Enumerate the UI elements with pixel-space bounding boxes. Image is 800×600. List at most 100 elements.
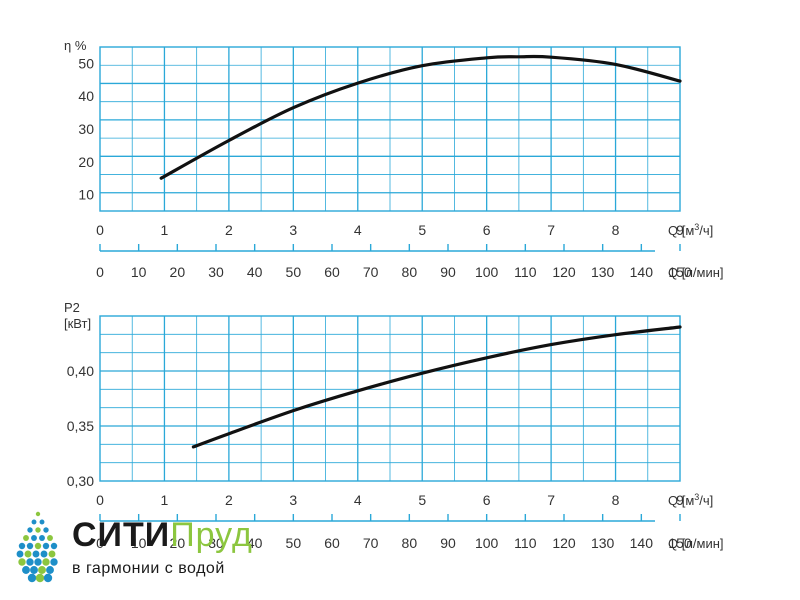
x-tick-label: 0 [96,492,104,508]
x2-tick-label: 30 [208,535,224,551]
x2-tick-label: 70 [363,264,379,280]
logo-dot [43,573,53,583]
logo-dot [40,550,48,558]
x-axis-label-secondary: Q [л/мин] [668,265,724,280]
logo-dot [50,542,58,550]
logo-dot [43,527,49,533]
logo-dot [23,535,29,541]
x2-tick-label: 110 [514,535,537,551]
x-axis-label-secondary: Q [л/мин] [668,536,724,551]
logo-dot [34,542,42,550]
y-tick-label: 0,35 [67,418,94,434]
x2-tick-label: 20 [170,535,186,551]
y-tick-label: 20 [78,154,94,170]
y-tick-label: 50 [78,55,94,71]
x2-tick-label: 80 [402,535,418,551]
logo-dot [31,519,37,525]
brand-name-part1: СИТИ [72,516,171,554]
water-drop-icon [16,511,58,583]
x-tick-label: 1 [161,222,169,238]
logo-dot [31,535,37,541]
logo-dot [48,550,56,558]
x-tick-label: 6 [483,492,491,508]
x2-tick-label: 130 [591,535,615,551]
x2-tick-label: 0 [96,535,104,551]
x-tick-label: 6 [483,222,491,238]
logo-dot [35,527,41,533]
logo-dot [26,558,34,566]
brand-logo: СИТИПруд в гармонии с водой [8,508,308,588]
x-axis-label-primary: Q [м3/ч] [668,222,713,238]
power-chart: 0,30 0,35 0,40 P2[кВт] 0 1 2 3 4 5 6 7 8 9Q [м3/ч] 0 10… [64,300,724,551]
x2-tick-label: 40 [247,264,263,280]
y-tick-label: 40 [78,88,94,104]
x-tick-label: 2 [225,222,233,238]
x2-tick-label: 20 [170,264,186,280]
x2-tick-label: 60 [324,535,340,551]
logo-dot [35,573,45,583]
y-axis-label: P2 [64,300,80,315]
x2-tick-label: 0 [96,264,104,280]
x2-tick-label: 150 [668,264,692,280]
x-tick-label: 9 [676,222,684,238]
brand-name: СИТИПруд [72,516,253,555]
x2-tick-label: 140 [630,264,654,280]
x-tick-label: 9 [676,492,684,508]
logo-dot [26,542,34,550]
logo-dot [30,566,38,574]
logo-dot [32,550,40,558]
x-tick-label: 4 [354,222,362,238]
x2-tick-label: 90 [440,264,456,280]
x-tick-label: 8 [612,492,620,508]
logo-dot [18,542,26,550]
logo-dot [42,558,50,566]
x-tick-label: 0 [96,222,104,238]
logo-dot [16,550,24,558]
x2-tick-label: 80 [402,264,418,280]
logo-dot [27,527,33,533]
logo-dot [22,566,30,574]
brand-name-part2: Пруд [170,516,253,554]
x-tick-label: 2 [225,492,233,508]
logo-dot [18,558,26,566]
x-axis-label-primary: Q [м3/ч] [668,492,713,508]
y-axis-label: [кВт] [64,316,91,331]
y-tick-label: 10 [78,187,94,203]
logo-dot [50,558,58,566]
x2-tick-label: 100 [475,264,499,280]
logo-dot [35,511,41,517]
x2-tick-label: 120 [552,535,576,551]
x-tick-label: 7 [547,492,555,508]
series-line [191,325,682,449]
x2-tick-label: 150 [668,535,692,551]
x-tick-label: 3 [289,492,297,508]
x-tick-label: 3 [289,222,297,238]
x2-tick-label: 50 [286,264,302,280]
x2-tick-label: 40 [247,535,263,551]
x2-tick-label: 130 [591,264,615,280]
brand-tagline: в гармонии с водой [72,560,225,577]
x2-tick-label: 10 [131,535,147,551]
logo-dot [42,542,50,550]
x2-tick-label: 100 [475,535,499,551]
y-tick-label: 0,40 [67,363,94,379]
logo-dot [24,550,32,558]
y-axis-label: η % [64,38,87,53]
series-line [159,54,682,180]
x-tick-label: 4 [354,492,362,508]
x2-tick-label: 70 [363,535,379,551]
x2-tick-label: 50 [286,535,302,551]
y-tick-label: 30 [78,121,94,137]
x-tick-label: 8 [612,222,620,238]
y-tick-label: 0,30 [67,473,94,489]
logo-dot [34,558,42,566]
x2-tick-label: 120 [552,264,576,280]
x-tick-label: 5 [418,222,426,238]
logo-dot [38,566,46,574]
efficiency-chart: 10 20 30 40 50 η % 0 1 2 3 4 5 6 7 8 9Q [м3/ч] 0 10 20 30 40… [64,38,724,280]
x2-tick-label: 10 [131,264,147,280]
x2-tick-label: 140 [630,535,654,551]
x-tick-label: 5 [418,492,426,508]
x-tick-label: 7 [547,222,555,238]
